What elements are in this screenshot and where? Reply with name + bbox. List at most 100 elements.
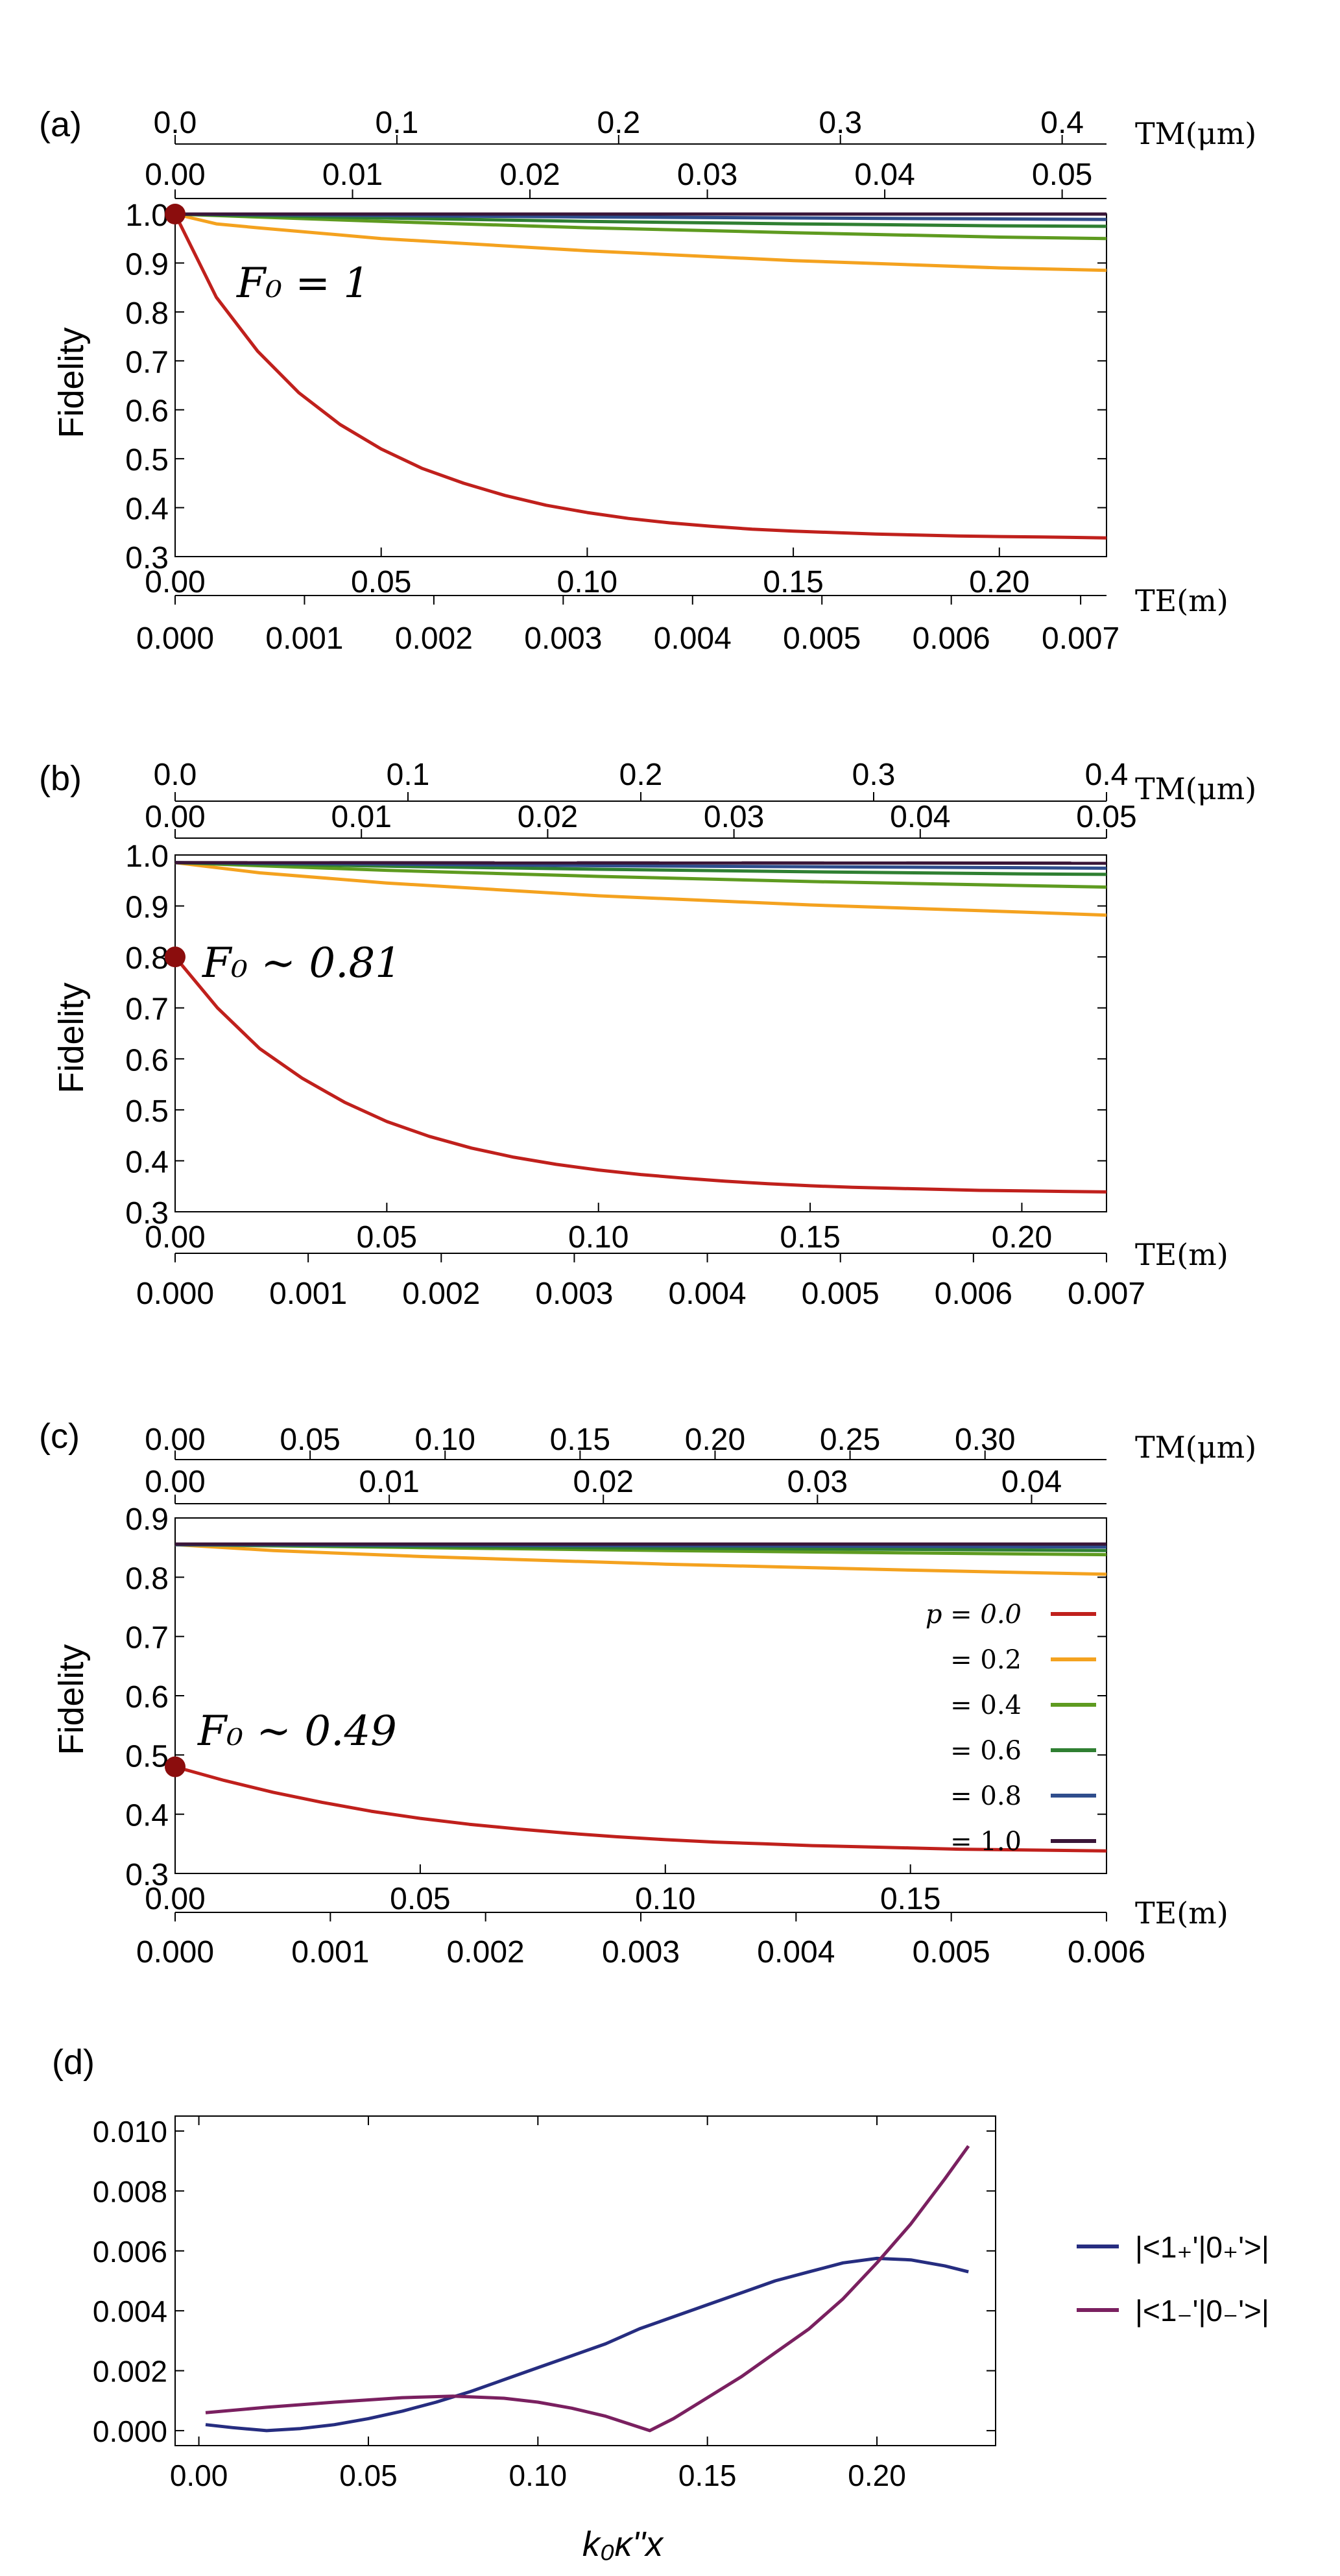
panel-d-legend-label: |<1₊'|0₊'>|: [1135, 2230, 1269, 2264]
panel-a-x-tick-label: 0.00: [145, 565, 205, 599]
panel-a-initial-fidelity-marker: [165, 204, 185, 224]
panel-a-tm-inner-tick-label: 0.01: [322, 158, 383, 192]
panel-c-legend-label: = 1.0: [950, 1827, 1022, 1857]
panel-b-tm-outer-tick-label: 0.0: [154, 758, 197, 792]
panel-c-tm-outer-tick-label: 0.15: [550, 1423, 610, 1457]
panel-a-x-tick-label: 0.10: [557, 565, 617, 599]
panel-c-tm-inner-tick-label: 0.02: [573, 1465, 634, 1499]
panel-a-y-tick-label: 0.7: [125, 345, 169, 379]
panel-b-y-tick-label: 0.7: [125, 993, 169, 1027]
panel-c-y-tick-label: 0.9: [125, 1502, 169, 1537]
panel-a-series-line-p-0-2: [174, 212, 1107, 272]
panel-c: (c) TM(μm) TE(m) Fidelity F₀ ∼ 0.49: [39, 1417, 1256, 1931]
panel-c-te-secondary-tick-label: 0.006: [1068, 1935, 1145, 1969]
panel-a-tm-inner-tick-label: 0.04: [854, 158, 915, 192]
panel-d-x-tick-label: 0.20: [848, 2459, 906, 2492]
panel-c-y-axis-label: Fidelity: [52, 1644, 91, 1755]
panel-b-te-secondary-tick-label: 0.004: [669, 1277, 747, 1311]
panel-c-tm-outer-tick-label: 0.00: [145, 1423, 205, 1457]
panel-a-y-axis-label: Fidelity: [52, 327, 91, 438]
panel-d-x-tick-label: 0.00: [170, 2459, 228, 2492]
panel-b-annotation: F₀ ∼ 0.81: [202, 939, 401, 987]
panel-b-y-tick-label: 0.4: [125, 1145, 169, 1179]
panel-b-initial-fidelity-marker: [165, 946, 185, 968]
panel-c-series-line-p-0: [174, 1765, 1107, 1853]
panel-b-y-tick-label: 0.6: [125, 1043, 169, 1077]
panel-c-te-secondary-tick-label: 0.001: [291, 1935, 369, 1969]
panel-c-y-tick-label: 0.7: [125, 1621, 169, 1655]
panel-a-tm-outer-tick-label: 0.4: [1040, 106, 1084, 140]
panel-d-y-tick-label: 0.008: [93, 2174, 167, 2208]
panel-b-series-line-p-0-4: [174, 861, 1107, 889]
panel-c-te-secondary-tick-label: 0.004: [757, 1935, 835, 1969]
panel-b-series-line-p-0-6: [174, 861, 1107, 876]
panel-c-te-secondary-tick-label: 0.005: [913, 1935, 990, 1969]
panel-c-te-secondary-tick-label: 0.003: [602, 1935, 680, 1969]
panel-b-y-axis-label: Fidelity: [52, 982, 91, 1093]
panel-a-y-tick-label: 0.9: [125, 247, 169, 282]
panel-a-annotation: F₀ = 1: [236, 259, 370, 307]
panel-a-tm-outer-tick-label: 0.0: [154, 106, 197, 140]
panel-b-x-tick-label: 0.20: [992, 1220, 1052, 1255]
panel-b-te-secondary-tick-label: 0.007: [1068, 1277, 1145, 1311]
panel-a-tm-inner-tick-label: 0.03: [677, 158, 737, 192]
panel-a-x-tick-label: 0.15: [763, 565, 823, 599]
panel-a-y-tick-label: 0.3: [125, 541, 169, 575]
panel-b-tm-inner-tick-label: 0.03: [704, 800, 764, 834]
panel-d-y-tick-label: 0.004: [93, 2294, 167, 2328]
panel-c-x-tick-label: 0.15: [880, 1882, 940, 1916]
panel-b-te-secondary-tick-label: 0.002: [402, 1277, 480, 1311]
panel-a-tm-outer-tick-label: 0.2: [597, 106, 640, 140]
panel-b-tm-outer-tick-label: 0.4: [1085, 758, 1129, 792]
panel-b-x-tick-label: 0.15: [780, 1220, 840, 1255]
panel-d-y-tick-label: 0.000: [93, 2414, 167, 2448]
panel-a-x-tick-label: 0.20: [969, 565, 1029, 599]
panel-a-te-secondary-tick-label: 0.004: [654, 621, 732, 656]
panel-c-tm-inner-tick-label: 0.04: [1001, 1465, 1062, 1499]
panel-b-tm-inner-tick-label: 0.04: [890, 800, 950, 834]
panel-b-te-secondary-tick-label: 0.003: [535, 1277, 613, 1311]
panel-d-y-tick-label: 0.006: [93, 2235, 167, 2269]
panel-a-te-secondary-tick-label: 0.005: [783, 621, 861, 656]
panel-c-y-tick-label: 0.8: [125, 1561, 169, 1596]
panel-a-bottom-axis-label: TE(m): [1135, 583, 1228, 618]
panel-c-x-tick-label: 0.05: [390, 1882, 450, 1916]
panel-d-y-tick-label: 0.010: [93, 2115, 167, 2149]
panel-c-series-line-p-0-2: [174, 1543, 1107, 1576]
panel-b-x-tick-label: 0.05: [357, 1220, 417, 1255]
panel-c-tm-inner-tick-label: 0.03: [787, 1465, 848, 1499]
panel-a-y-tick-label: 1.0: [125, 199, 169, 233]
panel-a-te-secondary-tick-label: 0.001: [265, 621, 343, 656]
panel-c-tm-inner-tick-label: 0.00: [145, 1465, 205, 1499]
panel-b-bottom-axis-label: TE(m): [1135, 1237, 1228, 1272]
panel-label-d: (d): [52, 2043, 95, 2082]
panel-b-x-tick-label: 0.10: [568, 1220, 628, 1255]
panel-b-tm-outer-tick-label: 0.2: [619, 758, 663, 792]
panel-label-b: (b): [39, 759, 82, 798]
panel-c-y-tick-label: 0.3: [125, 1858, 169, 1892]
panel-b-y-tick-label: 0.5: [125, 1094, 169, 1129]
panel-c-initial-fidelity-marker: [165, 1756, 185, 1777]
panel-a-tm-inner-tick-label: 0.02: [499, 158, 560, 192]
panel-a-tm-outer-tick-label: 0.3: [819, 106, 862, 140]
panel-a-te-secondary-tick-label: 0.000: [136, 621, 214, 656]
panel-c-bottom-axis-label: TE(m): [1135, 1896, 1228, 1931]
panel-c-top-axis-label: TM(μm): [1135, 1430, 1256, 1465]
panel-a-series-line-p-0-4: [174, 212, 1107, 241]
panel-c-tm-inner-tick-label: 0.01: [359, 1465, 419, 1499]
panel-c-legend-label: = 0.6: [950, 1736, 1022, 1766]
panel-b-plot-frame: [174, 854, 1107, 1212]
panel-c-legend-label: = 0.8: [950, 1781, 1022, 1811]
panel-b-te-secondary-tick-label: 0.000: [136, 1277, 214, 1311]
panel-c-te-secondary-tick-label: 0.002: [447, 1935, 525, 1969]
panel-c-tm-outer-tick-label: 0.25: [820, 1423, 880, 1457]
panel-c-tm-outer-tick-label: 0.20: [685, 1423, 745, 1457]
panel-a-y-tick-label: 0.6: [125, 394, 169, 429]
panel-label-c: (c): [39, 1417, 80, 1456]
panel-d-x-tick-label: 0.10: [509, 2459, 568, 2492]
panel-c-legend-label: p = 0.0: [926, 1600, 1022, 1630]
panel-a-y-tick-label: 0.5: [125, 443, 169, 477]
panel-d: (d) k₀κ''x: [52, 2043, 664, 2564]
panel-c-y-tick-label: 0.5: [125, 1739, 169, 1774]
